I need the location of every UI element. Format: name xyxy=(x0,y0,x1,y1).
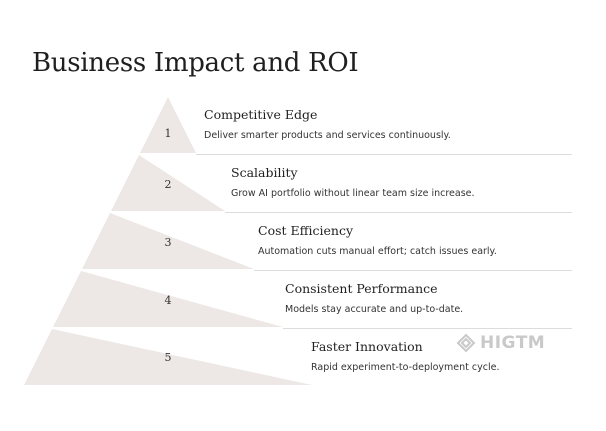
level-separator xyxy=(196,154,572,155)
level-separator xyxy=(283,328,572,329)
level-number: 1 xyxy=(164,127,172,140)
level-title: Consistent Performance xyxy=(285,281,438,296)
level-title: Cost Efficiency xyxy=(258,223,354,238)
level-description: Rapid experiment-to-deployment cycle. xyxy=(311,362,500,373)
level-description: Grow AI portfolio without linear team si… xyxy=(231,188,475,199)
level-title: Scalability xyxy=(231,165,298,180)
pyramid-tier-5 xyxy=(24,329,312,385)
page-title: Business Impact and ROI xyxy=(32,48,359,78)
pyramid-tier-2 xyxy=(111,155,225,211)
higtm-logo-icon xyxy=(456,333,476,353)
level-number: 4 xyxy=(164,294,172,307)
level-separator xyxy=(225,212,572,213)
level-separator xyxy=(254,270,572,271)
level-number: 2 xyxy=(164,178,172,191)
level-number: 3 xyxy=(164,236,172,249)
level-description: Automation cuts manual effort; catch iss… xyxy=(258,246,497,257)
pyramid-tier-4 xyxy=(53,271,283,327)
level-title: Faster Innovation xyxy=(311,339,423,354)
level-description: Models stay accurate and up-to-date. xyxy=(285,304,464,315)
level-description: Deliver smarter products and services co… xyxy=(204,130,451,141)
level-title: Competitive Edge xyxy=(204,107,318,122)
watermark: HIGTM xyxy=(456,333,545,353)
watermark-text: HIGTM xyxy=(480,333,546,353)
pyramid-tier-3 xyxy=(82,213,254,269)
pyramid-tier-1 xyxy=(140,97,196,153)
level-number: 5 xyxy=(164,351,172,364)
